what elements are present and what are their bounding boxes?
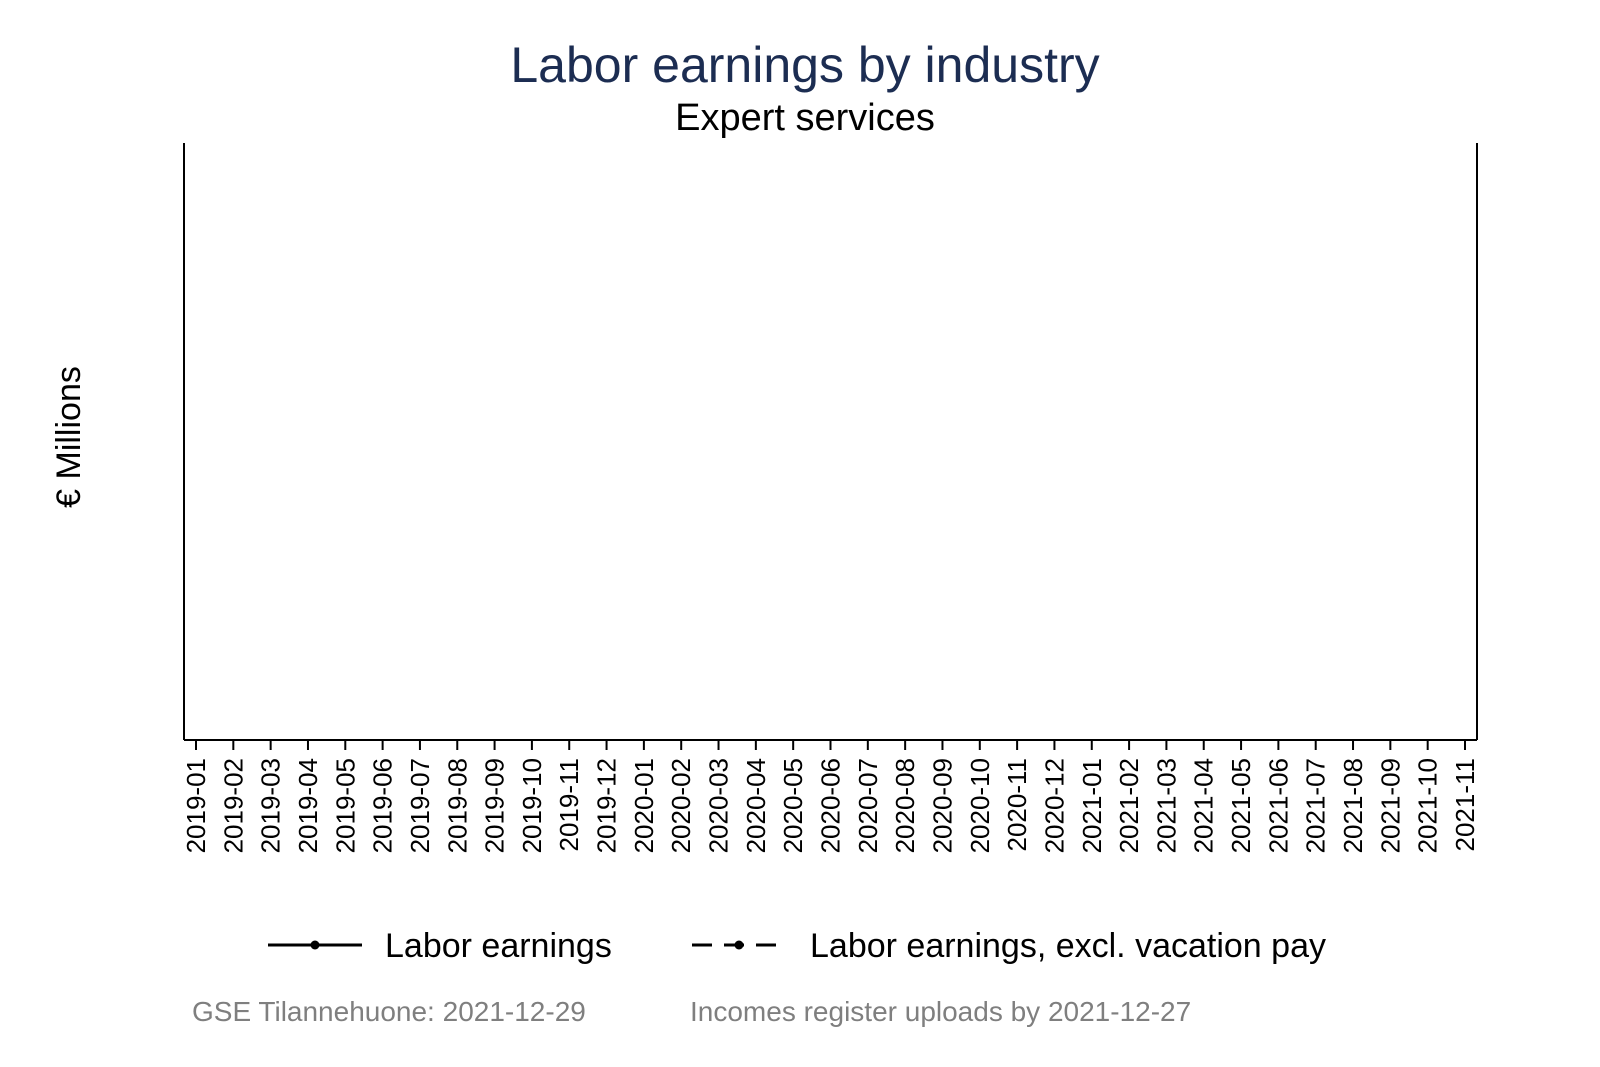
x-tick-label: 2021-02 <box>1114 758 1144 853</box>
chart-title: Labor earnings by industry <box>510 37 1099 93</box>
x-tick-label: 2019-06 <box>368 758 398 853</box>
x-tick-label: 2019-01 <box>181 758 211 853</box>
x-tick-label: 2019-07 <box>405 758 435 853</box>
x-tick-label: 2019-08 <box>442 758 472 853</box>
x-tick-label: 2019-03 <box>256 758 286 853</box>
x-tick-label: 2021-08 <box>1338 758 1368 853</box>
x-tick-label: 2021-04 <box>1189 758 1219 853</box>
legend-item-excl-vacation: Labor earnings, excl. vacation pay <box>692 927 1326 965</box>
x-tick-label: 2019-09 <box>480 758 510 853</box>
x-tick-label: 2019-10 <box>517 758 547 853</box>
x-tick-label: 2020-04 <box>741 758 771 853</box>
x-tick-label: 2019-04 <box>293 758 323 853</box>
x-tick-label: 2021-07 <box>1301 758 1331 853</box>
x-tick-label: 2021-11 <box>1450 758 1480 852</box>
footer-note-left: GSE Tilannehuone: 2021-12-29 <box>192 996 586 1027</box>
y-axis-title: € Millions <box>50 366 88 508</box>
x-tick-label: 2020-02 <box>666 758 696 853</box>
legend-item-labor-earnings: Labor earnings <box>268 927 612 965</box>
x-tick-label: 2019-12 <box>592 758 622 853</box>
x-tick-label: 2020-01 <box>629 758 659 853</box>
legend: Labor earnings Labor earnings, excl. vac… <box>268 927 1326 965</box>
legend-label: Labor earnings <box>385 927 612 965</box>
x-tick-label: 2020-06 <box>816 758 846 853</box>
x-tick-label: 2020-11 <box>1002 758 1032 852</box>
x-tick-label: 2019-02 <box>218 758 248 853</box>
x-tick-label: 2021-10 <box>1413 758 1443 853</box>
x-tick-label: 2021-05 <box>1226 758 1256 853</box>
x-tick-label: 2019-11 <box>554 758 584 852</box>
x-tick-label: 2021-03 <box>1151 758 1181 853</box>
legend-marker-dashed <box>734 940 744 950</box>
x-tick-label: 2020-08 <box>890 758 920 853</box>
x-tick-label: 2020-05 <box>778 758 808 853</box>
x-tick-label: 2020-03 <box>704 758 734 853</box>
legend-label: Labor earnings, excl. vacation pay <box>810 927 1326 965</box>
footer-note-right: Incomes register uploads by 2021-12-27 <box>690 996 1191 1027</box>
x-tick-label: 2019-05 <box>330 758 360 853</box>
legend-marker-solid <box>310 940 320 950</box>
x-tick-label: 2020-07 <box>853 758 883 853</box>
x-ticks: 2019-01 2019-02 2019-03 2019-04 2019-05 2019-… <box>181 740 1480 853</box>
x-tick-label: 2021-06 <box>1263 758 1293 853</box>
x-tick-label: 2020-12 <box>1039 758 1069 853</box>
x-tick-label: 2021-09 <box>1375 758 1405 853</box>
chart-subtitle: Expert services <box>675 97 935 139</box>
x-tick-label: 2021-01 <box>1077 758 1107 853</box>
x-tick-label: 2020-10 <box>965 758 995 853</box>
x-tick-label: 2020-09 <box>927 758 957 853</box>
